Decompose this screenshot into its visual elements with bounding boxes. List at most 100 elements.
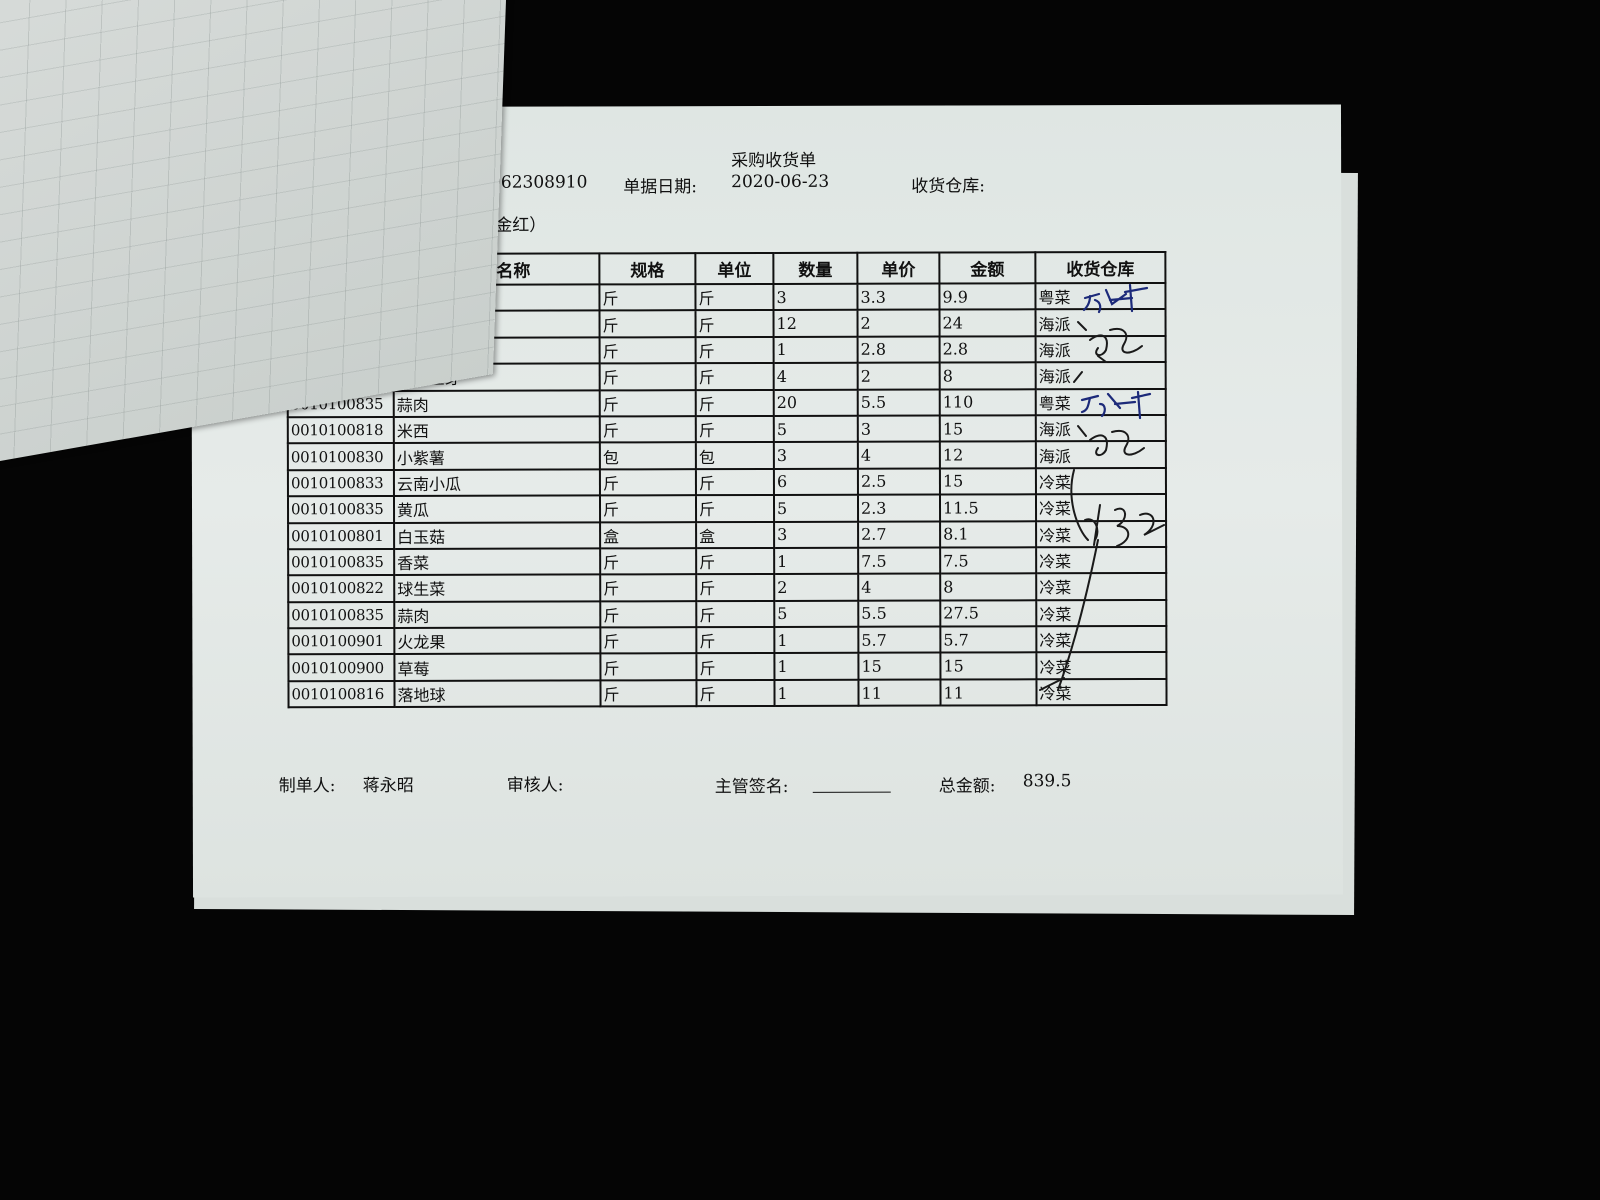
cell-spec: 斤 — [599, 363, 696, 391]
cell-unit: 斤 — [696, 679, 775, 707]
cell-amount: 7.5 — [940, 547, 1037, 574]
header-unit: 单位 — [695, 252, 774, 285]
header-spec: 规格 — [599, 253, 696, 285]
cell-unit: 斤 — [695, 363, 774, 390]
cell-unit: 盒 — [696, 521, 775, 549]
total-label: 总金额: — [938, 776, 996, 797]
table-row: 0010100835 香菜斤斤 1 7.5 7.5 冷菜 — [288, 546, 1167, 576]
cell-warehouse: 海派 — [1035, 309, 1166, 337]
cell-amount: 5.7 — [940, 626, 1037, 654]
cell-unit-price: 2 — [857, 309, 940, 337]
cell-spec: 斤 — [599, 389, 696, 417]
cell-warehouse: 冷菜 — [1036, 599, 1167, 627]
cell-spec: 盒 — [600, 521, 697, 549]
cell-quantity: 1 — [774, 626, 859, 654]
cell-code: 0010100835 — [288, 601, 395, 629]
cell-amount: 12 — [939, 441, 1036, 469]
cell-spec: 斤 — [599, 495, 697, 522]
header-quantity: 数量 — [773, 252, 858, 284]
cell-unit: 斤 — [695, 283, 774, 311]
cell-code: 0010100816 — [288, 680, 395, 708]
cell-spec: 斤 — [600, 653, 697, 681]
cell-unit: 斤 — [696, 547, 775, 575]
cell-quantity: 20 — [773, 389, 858, 416]
cell-spec: 斤 — [599, 336, 696, 364]
supervisor-signature-line — [812, 791, 891, 793]
cell-spec: 斤 — [600, 574, 697, 602]
cell-unit-price: 5.5 — [858, 600, 941, 627]
cell-amount: 24 — [939, 309, 1036, 337]
cell-warehouse: 冷菜 — [1036, 652, 1167, 680]
date-label: 单据日期: — [623, 177, 697, 198]
table-row: 0010100816 落地球斤斤 1 11 11 冷菜 — [288, 678, 1167, 708]
cell-unit-price: 4 — [858, 573, 941, 601]
cell-unit-price: 2.3 — [857, 494, 941, 522]
cell-unit: 斤 — [696, 600, 775, 628]
cell-spec: 斤 — [600, 680, 697, 707]
header-unit-price: 单价 — [857, 252, 940, 284]
cell-unit: 斤 — [696, 574, 775, 601]
cell-quantity: 5 — [773, 494, 859, 522]
cell-amount: 15 — [940, 652, 1037, 680]
cell-quantity: 1 — [774, 653, 859, 680]
cell-quantity: 1 — [774, 679, 859, 707]
cell-amount: 110 — [939, 388, 1036, 416]
cell-quantity: 6 — [773, 468, 858, 496]
cell-warehouse: 海派 — [1035, 414, 1166, 442]
cell-warehouse: 冷菜 — [1036, 678, 1167, 706]
cell-amount: 2.8 — [939, 336, 1036, 363]
cell-code: 0010100901 — [288, 628, 395, 655]
cell-code: 0010100833 — [287, 469, 394, 497]
cell-spec: 斤 — [599, 416, 696, 443]
cell-unit: 斤 — [696, 653, 775, 681]
header-warehouse: 收货仓库 — [1035, 251, 1166, 284]
cell-spec: 斤 — [600, 600, 697, 628]
cell-warehouse: 冷菜 — [1036, 520, 1167, 548]
cell-unit: 斤 — [695, 415, 774, 443]
supervisor-label: 主管签名: — [714, 776, 789, 798]
cell-warehouse: 冷菜 — [1036, 546, 1167, 574]
cell-code: 0010100830 — [287, 443, 394, 470]
cell-unit: 斤 — [695, 389, 774, 417]
cell-unit-price: 2 — [857, 362, 940, 390]
cell-amount: 11.5 — [939, 494, 1037, 522]
table-row: 0010100822 球生菜斤斤 2 4 8 冷菜 — [288, 573, 1167, 602]
maker-label: 制单人: — [278, 776, 336, 797]
cell-unit-price: 3.3 — [857, 283, 940, 311]
table-row: 0010100901 火龙果斤斤 1 5.7 5.7 冷菜 — [288, 626, 1167, 655]
cell-amount: 8 — [939, 362, 1036, 390]
cell-quantity: 3 — [774, 521, 859, 548]
cell-amount: 27.5 — [940, 599, 1037, 627]
cell-warehouse: 海派 — [1035, 335, 1166, 363]
document-title: 采购收货单 — [731, 150, 817, 172]
cell-unit-price: 5.7 — [858, 626, 941, 654]
table-row: 0010100833 云南小瓜斤斤 6 2.5 15 冷菜 — [287, 467, 1166, 497]
cell-unit-price: 11 — [858, 679, 941, 707]
cell-unit-price: 4 — [857, 441, 940, 469]
cell-unit-price: 5.5 — [857, 389, 940, 416]
cell-unit-price: 3 — [857, 415, 940, 443]
cell-quantity: 5 — [773, 415, 858, 443]
cell-amount: 9.9 — [939, 283, 1036, 310]
maker-name: 蒋永昭 — [362, 775, 414, 797]
cell-unit: 斤 — [695, 495, 775, 522]
cell-spec: 斤 — [599, 310, 696, 338]
cell-amount: 15 — [939, 415, 1036, 442]
cell-code: 0010100835 — [288, 548, 395, 576]
cell-warehouse: 粤菜 — [1035, 388, 1166, 416]
table-row: 0010100835 蒜肉斤斤 20 5.5 110 粤菜 — [287, 388, 1166, 418]
cell-unit: 斤 — [695, 336, 774, 364]
date-value: 2020-06-23 — [731, 171, 830, 193]
cell-warehouse: 冷菜 — [1035, 494, 1167, 521]
cell-warehouse: 冷菜 — [1036, 573, 1167, 600]
cell-amount: 8.1 — [940, 520, 1037, 548]
cell-material-name: 落地球 — [394, 680, 601, 708]
cell-quantity: 3 — [773, 283, 858, 311]
cell-material-name: 火龙果 — [394, 627, 601, 655]
table-row: 0010100835 蒜肉斤斤 5 5.5 27.5 冷菜 — [288, 599, 1167, 629]
cell-spec: 斤 — [600, 548, 697, 575]
cell-unit: 包 — [695, 442, 774, 469]
cell-unit-price: 7.5 — [858, 547, 941, 575]
cell-code: 0010100900 — [288, 654, 395, 682]
cell-quantity: 2 — [774, 574, 859, 601]
